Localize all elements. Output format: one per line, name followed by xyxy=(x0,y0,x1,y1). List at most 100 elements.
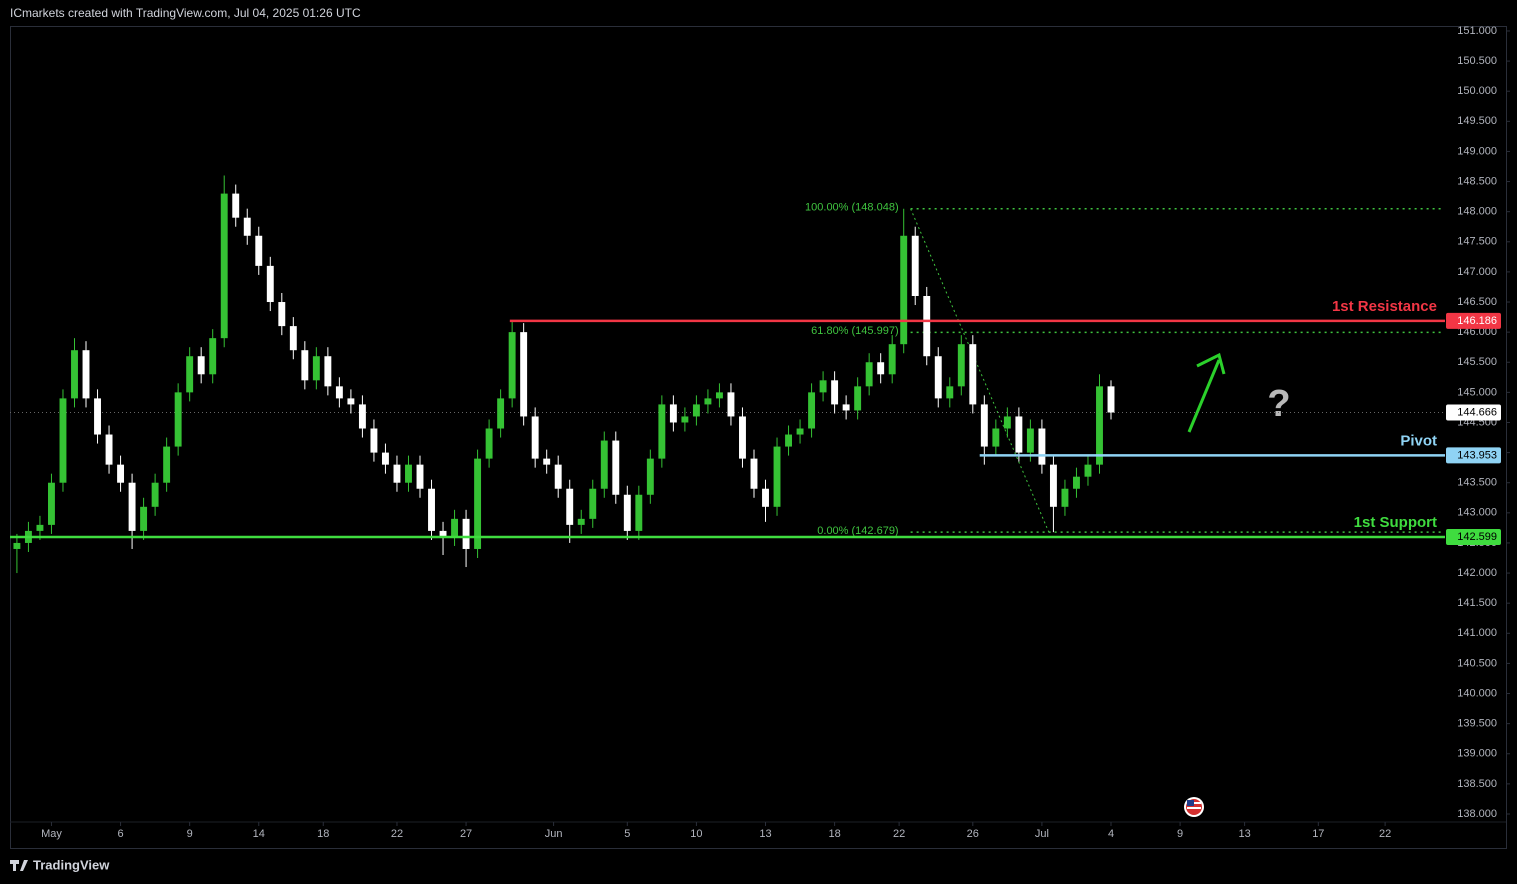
candle-body xyxy=(785,434,792,447)
x-tick-label: 13 xyxy=(759,828,771,840)
y-tick-label: 148.000 xyxy=(1457,206,1497,218)
y-tick-label: 140.500 xyxy=(1457,657,1497,669)
y-tick-label: 143.000 xyxy=(1457,507,1497,519)
candle-body xyxy=(923,295,931,357)
candle-body xyxy=(865,362,873,387)
price-tag-label: 146.186 xyxy=(1457,315,1497,327)
y-tick-label: 142.000 xyxy=(1457,567,1497,579)
flag-icon xyxy=(1184,797,1204,817)
x-tick-label: 26 xyxy=(967,828,979,840)
fib-label: 61.80% (145.997) xyxy=(811,325,898,337)
y-tick-label: 147.000 xyxy=(1457,266,1497,278)
y-tick-label: 139.000 xyxy=(1457,748,1497,760)
candle-body xyxy=(59,398,67,483)
candle-body xyxy=(128,482,136,531)
candle-body xyxy=(980,404,988,447)
y-tick-label: 145.000 xyxy=(1457,386,1497,398)
candle-body xyxy=(796,428,804,435)
candle-body xyxy=(243,217,251,236)
x-tick-label: 10 xyxy=(690,828,702,840)
candle-body xyxy=(266,265,274,303)
candle-body xyxy=(715,392,723,399)
candle-body xyxy=(1096,386,1103,465)
candle-body xyxy=(566,488,574,525)
candle-body xyxy=(773,446,781,507)
candle-body xyxy=(1003,416,1011,429)
x-tick-label: 18 xyxy=(317,828,329,840)
candle-body xyxy=(750,458,758,489)
candle-body xyxy=(692,404,700,417)
candle-body xyxy=(1061,488,1069,507)
candle-body xyxy=(934,356,942,399)
candle-body xyxy=(577,518,585,525)
candle-body xyxy=(255,235,263,266)
candle-body xyxy=(589,488,597,519)
candle-body xyxy=(1107,386,1115,413)
trend-line xyxy=(910,208,1050,533)
fib-label: 100.00% (148.048) xyxy=(805,202,899,214)
candle-body xyxy=(681,416,689,423)
y-tick-label: 150.500 xyxy=(1457,55,1497,67)
y-tick-label: 150.000 xyxy=(1457,85,1497,97)
footer: TradingView xyxy=(33,857,110,872)
y-tick-label: 141.500 xyxy=(1457,597,1497,609)
candle-body xyxy=(612,440,620,495)
candle-body xyxy=(174,392,182,447)
candle-body xyxy=(439,530,447,537)
candle-body xyxy=(877,362,885,375)
candle-body xyxy=(416,464,424,489)
candle-body xyxy=(1015,416,1023,453)
y-tick-label: 138.000 xyxy=(1457,808,1497,820)
candle-body xyxy=(969,344,977,405)
y-tick-label: 141.000 xyxy=(1457,627,1497,639)
x-tick-label: 17 xyxy=(1312,828,1324,840)
candle-body xyxy=(105,434,113,465)
candle-body xyxy=(727,392,735,417)
candle-body xyxy=(658,404,666,459)
y-tick-label: 149.500 xyxy=(1457,115,1497,127)
candle-body xyxy=(405,464,412,483)
x-tick-label: 22 xyxy=(391,828,403,840)
x-tick-label: 27 xyxy=(460,828,472,840)
x-tick-label: Jun xyxy=(545,828,563,840)
candle-body xyxy=(623,494,631,531)
y-tick-label: 149.000 xyxy=(1457,145,1497,157)
y-tick-label: 146.500 xyxy=(1457,296,1497,308)
candle-body xyxy=(900,235,908,345)
candle-body xyxy=(497,398,505,429)
candle-body xyxy=(151,482,159,507)
candle-body xyxy=(71,350,78,399)
candle-body xyxy=(451,518,459,537)
candle-body xyxy=(312,356,320,381)
candle-body xyxy=(289,326,297,351)
x-tick-label: 9 xyxy=(1177,828,1183,840)
y-tick-label: 147.500 xyxy=(1457,236,1497,248)
candle-body xyxy=(117,464,125,483)
candle-body xyxy=(1084,464,1092,477)
x-tick-label: 5 xyxy=(624,828,630,840)
candle-body xyxy=(370,428,378,453)
candle-body xyxy=(808,392,816,429)
price-tag-label: 143.953 xyxy=(1457,449,1497,461)
candle-body xyxy=(992,428,1000,447)
arrow xyxy=(1187,352,1226,433)
candle-body xyxy=(220,193,228,339)
x-tick-label: 9 xyxy=(187,828,193,840)
x-tick-label: 18 xyxy=(828,828,840,840)
candle-body xyxy=(1073,476,1080,489)
header: ICmarkets created with TradingView.com, … xyxy=(10,6,361,20)
fib-label: 0.00% (142.679) xyxy=(817,525,898,537)
y-tick-label: 139.500 xyxy=(1457,718,1497,730)
candle-body xyxy=(1049,464,1057,507)
candle-body xyxy=(474,458,482,549)
y-tick-label: 140.000 xyxy=(1457,687,1497,699)
y-tick-label: 143.500 xyxy=(1457,477,1497,489)
candle-body xyxy=(13,542,21,549)
candle-body xyxy=(600,440,608,489)
x-tick-label: 22 xyxy=(893,828,905,840)
last-price-tag xyxy=(1446,404,1501,421)
x-tick-label: 22 xyxy=(1379,828,1391,840)
